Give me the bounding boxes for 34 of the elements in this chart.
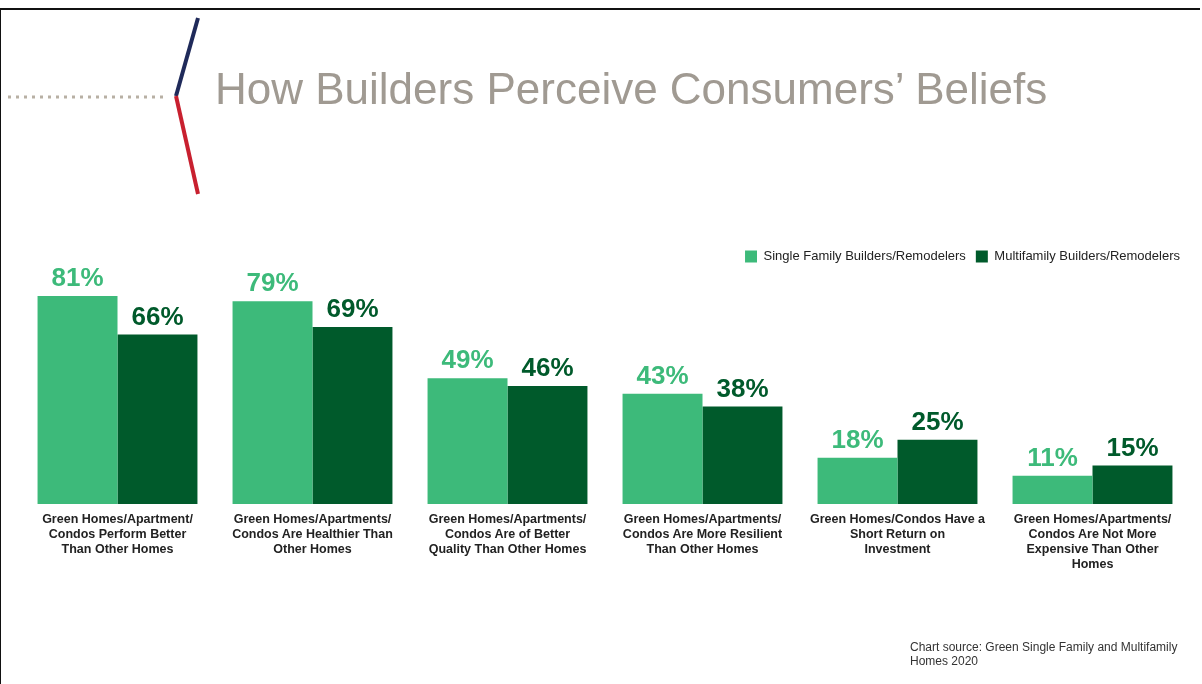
data-label: 81%: [51, 262, 104, 293]
bar: [232, 301, 313, 504]
bar: [702, 406, 783, 504]
data-label: 46%: [521, 352, 574, 383]
bar: [817, 457, 898, 504]
legend-label: Single Family Builders/Remodelers: [763, 248, 967, 264]
bar: [622, 393, 703, 504]
x-tick-label: Green Homes/Apartments/Condos Are More Resilient Than Other Homes: [622, 511, 783, 556]
bar: [507, 385, 588, 504]
bar: [1012, 475, 1093, 504]
data-label: 18%: [831, 423, 884, 454]
x-tick-label: Green Homes/Apartments/Condos Are Healthier Than Other Homes: [232, 511, 393, 556]
bar: [427, 378, 508, 504]
bar: [312, 326, 393, 504]
data-label: 25%: [911, 406, 964, 437]
text: Chart source: Green Single Family and Multifamily Homes 2020: [910, 640, 1179, 668]
bar: [117, 334, 198, 504]
bar: [37, 296, 118, 504]
x-tick-label: Green Homes/Condos Have a Short Return on Investment: [809, 511, 987, 556]
data-label: 66%: [131, 300, 184, 331]
x-tick-label: Green Homes/Apartments/Condos Are Not More Expensive Than Other Homes: [1013, 511, 1172, 571]
data-label: 38%: [716, 372, 769, 403]
x-tick-label: Green Homes/Apartments/Condos Are of Better Quality Than Other Homes: [428, 511, 587, 556]
data-label: 11%: [1027, 441, 1078, 472]
data-label: 79%: [246, 267, 299, 298]
chart-title: How Builders Perceive Consumers’ Beliefs: [215, 64, 1048, 114]
data-label: 43%: [636, 359, 689, 390]
data-label: 69%: [326, 293, 379, 324]
bar: [1092, 465, 1173, 504]
legend-label: Multifamily Builders/Remodelers: [994, 248, 1181, 264]
bar: [897, 439, 978, 504]
data-label: 49%: [441, 344, 494, 375]
data-label: 15%: [1106, 431, 1159, 462]
x-tick-label: Green Homes/Apartment/Condos Perform Better Than Other Homes: [42, 511, 194, 556]
